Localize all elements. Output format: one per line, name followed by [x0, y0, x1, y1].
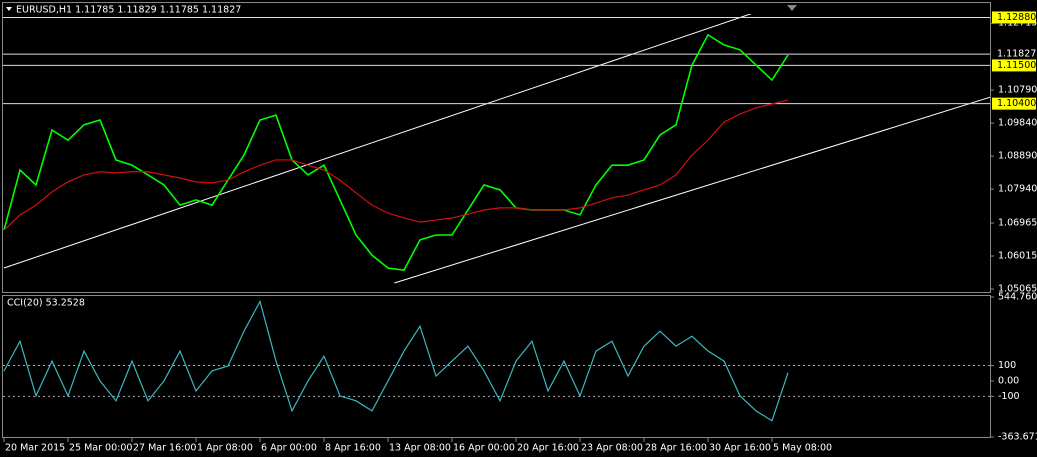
x-tick-label: 6 Apr 00:00: [261, 443, 317, 454]
y-tick-label: 1.09840: [998, 118, 1037, 129]
trend-line: [394, 96, 990, 284]
level-label: 1.11827: [997, 49, 1036, 60]
y-tick-label: 1.05065: [998, 284, 1037, 295]
x-tick-label: 25 Mar 00:00: [69, 443, 132, 454]
price-title: EURUSD,H1 1.11785 1.11829 1.11785 1.1182…: [16, 5, 241, 16]
x-tick-label: 30 Apr 16:00: [709, 443, 771, 454]
y-tick-label: 100: [998, 360, 1016, 371]
series-line: [3, 33, 789, 271]
x-tick-label: 20 Mar 2015: [5, 443, 65, 454]
level-label-box: [992, 97, 1036, 110]
level-label-box: [992, 11, 1036, 24]
level-label: 1.12880: [997, 12, 1036, 23]
level-label-box: [992, 59, 1036, 72]
y-tick-label: 0.00: [998, 375, 1019, 386]
y-tick-label: 1.07940: [998, 184, 1037, 195]
series-line: [3, 299, 789, 422]
shift-marker: [787, 5, 797, 11]
y-tick-label: -100: [998, 391, 1020, 402]
menu-arrow: [6, 7, 12, 11]
y-tick-label: 1.08890: [998, 151, 1037, 162]
y-tick-label: 1.10790: [998, 85, 1037, 96]
x-tick-label: 20 Apr 16:00: [517, 443, 579, 454]
x-tick-label: 23 Apr 08:00: [581, 443, 643, 454]
x-tick-label: 13 Apr 08:00: [389, 443, 451, 454]
y-tick-label: 1.06015: [998, 251, 1037, 262]
x-tick-label: 16 Apr 00:00: [453, 443, 515, 454]
y-tick-label: 1.06965: [998, 218, 1037, 229]
price-frame: [2, 2, 991, 293]
trend-line: [3, 14, 752, 269]
x-tick-label: 28 Apr 16:00: [645, 443, 707, 454]
level-label: 1.10400: [997, 98, 1036, 109]
y-tick-label: -363.6717: [998, 432, 1037, 443]
x-tick-label: 27 Mar 16:00: [133, 443, 196, 454]
x-tick-label: 8 Apr 16:00: [325, 443, 381, 454]
level-label-box: [992, 48, 1036, 61]
series-line: [3, 99, 789, 231]
x-tick-label: 5 May 08:00: [773, 443, 832, 454]
x-tick-label: 1 Apr 08:00: [197, 443, 253, 454]
level-label: 1.11500: [997, 60, 1036, 71]
cci-title: CCI(20) 53.2528: [7, 298, 85, 309]
cci-frame: [2, 295, 991, 438]
y-tick-label: 544.7602: [998, 292, 1037, 303]
